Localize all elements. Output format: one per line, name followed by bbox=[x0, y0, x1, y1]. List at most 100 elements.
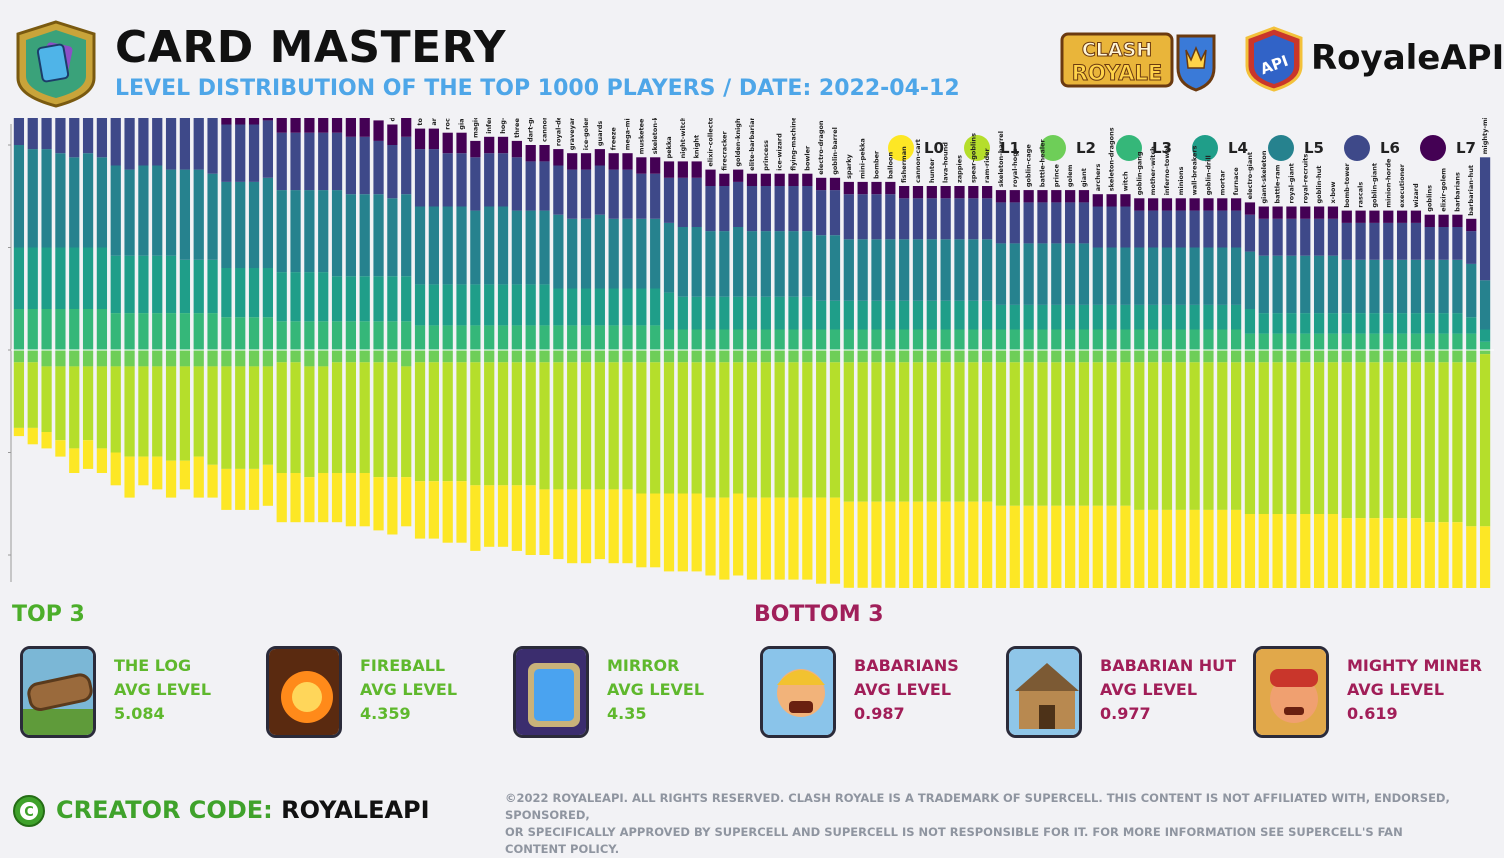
bar-segment-l6 bbox=[1037, 202, 1048, 244]
bar-segment-l6 bbox=[1355, 222, 1366, 260]
bar-segment-l5 bbox=[110, 165, 121, 256]
bar-segment-l2 bbox=[899, 350, 910, 363]
bar-segment-l6 bbox=[359, 136, 370, 195]
bar-segment-l7 bbox=[1009, 190, 1020, 203]
card-label: AVG LEVEL bbox=[114, 680, 212, 699]
bar-segment-l4 bbox=[1023, 304, 1034, 330]
creator-code: CREATOR CODE: ROYALEAPI bbox=[56, 796, 430, 824]
bar-fisherman bbox=[899, 186, 910, 588]
bar-segment-l2 bbox=[525, 350, 536, 363]
bar-segment-l6 bbox=[152, 118, 163, 166]
bar-segment-l2 bbox=[1189, 350, 1200, 363]
bar-segment-l2 bbox=[760, 350, 771, 363]
bar-segment-l0 bbox=[1479, 526, 1491, 588]
bar-segment-l4 bbox=[1134, 304, 1145, 330]
bar-segment-l5 bbox=[484, 206, 495, 285]
bar-royal-delivery bbox=[553, 149, 564, 560]
bar-segment-l7 bbox=[373, 120, 384, 141]
bar-segment-l3 bbox=[926, 329, 937, 350]
bar-wall-breakers bbox=[1189, 198, 1200, 588]
bar-segment-l5 bbox=[733, 227, 744, 297]
barbarians-card-icon bbox=[760, 646, 836, 738]
bar-segment-l1 bbox=[1120, 362, 1131, 506]
bar-segment-l0 bbox=[470, 485, 481, 551]
bar-segment-l3 bbox=[940, 329, 951, 350]
bar-segment-l5 bbox=[940, 239, 951, 301]
bar-segment-l0 bbox=[1217, 509, 1228, 588]
bar-segment-l2 bbox=[1037, 350, 1048, 363]
bar-segment-l5 bbox=[1410, 259, 1422, 314]
bar-segment-l4 bbox=[1244, 309, 1256, 334]
bar-segment-l1 bbox=[788, 362, 799, 498]
bar-night-witch bbox=[677, 161, 688, 572]
bar-segment-l6 bbox=[816, 190, 827, 236]
card-name: THE LOG bbox=[114, 656, 192, 675]
bar-segment-l2 bbox=[802, 350, 813, 363]
bar-segment-l3 bbox=[594, 325, 605, 350]
bar-segment-l7 bbox=[1175, 198, 1186, 211]
bar-tornado bbox=[193, 118, 204, 498]
bar-segment-l2 bbox=[1383, 350, 1394, 363]
category-label: goblin-giant bbox=[1370, 163, 1378, 208]
bar-segment-l5 bbox=[1203, 247, 1214, 305]
bar-segment-l4 bbox=[1410, 313, 1422, 334]
bar-segment-l4 bbox=[1341, 313, 1352, 334]
bar-segment-l0 bbox=[760, 497, 771, 580]
category-label: prince bbox=[1052, 164, 1060, 188]
bar-segment-l2 bbox=[580, 350, 592, 363]
bar-firecracker bbox=[719, 173, 730, 580]
bar-segment-l5 bbox=[954, 239, 965, 301]
legend-label: L1 bbox=[1000, 139, 1020, 157]
log-card-icon bbox=[20, 646, 96, 738]
bar-segment-l4 bbox=[912, 300, 924, 330]
bar-segment-l3 bbox=[802, 329, 813, 350]
bar-rocket bbox=[442, 132, 453, 543]
bar-segment-l7 bbox=[428, 128, 439, 150]
bar-segment-l6 bbox=[1065, 202, 1076, 244]
card-name: BABARIAN HUT bbox=[1100, 656, 1237, 675]
bar-segment-l6 bbox=[608, 169, 619, 219]
bar-segment-l0 bbox=[1438, 522, 1449, 588]
bar-segment-l4 bbox=[525, 284, 536, 326]
bar-heal-spirit bbox=[179, 118, 191, 490]
bar-segment-l3 bbox=[788, 329, 799, 350]
bar-hog-rider bbox=[497, 136, 509, 547]
bar-segment-l0 bbox=[1300, 514, 1311, 588]
bar-segment-l4 bbox=[179, 259, 191, 314]
bar-segment-l0 bbox=[1134, 509, 1145, 588]
bar-segment-l0 bbox=[995, 505, 1007, 588]
bar-segment-l7 bbox=[746, 173, 758, 186]
bar-segment-l7 bbox=[1230, 198, 1242, 211]
bar-segment-l7 bbox=[1396, 210, 1408, 223]
bar-segment-l4 bbox=[1189, 304, 1200, 330]
bar-segment-l7 bbox=[871, 181, 882, 195]
bar-segment-l5 bbox=[221, 181, 232, 268]
bar-princess bbox=[760, 173, 771, 580]
bar-segment-l4 bbox=[788, 296, 799, 330]
bar-segment-l6 bbox=[484, 153, 495, 207]
bar-segment-l7 bbox=[1300, 206, 1311, 219]
bar-cannon-cart bbox=[912, 186, 924, 588]
bar-segment-l6 bbox=[899, 198, 910, 240]
bar-segment-l0 bbox=[829, 497, 841, 584]
card-name: FIREBALL bbox=[360, 656, 446, 675]
bar-guards bbox=[594, 149, 605, 560]
bar-segment-l3 bbox=[1466, 333, 1477, 350]
bar-segment-l7 bbox=[1134, 198, 1145, 211]
bar-electro-giant bbox=[1244, 202, 1256, 588]
bar-segment-l1 bbox=[1383, 362, 1394, 519]
card-value: 0.987 bbox=[854, 704, 905, 723]
bar-segment-l4 bbox=[940, 300, 951, 330]
bar-segment-l6 bbox=[968, 198, 979, 240]
legend-swatch bbox=[1192, 135, 1218, 161]
category-label: bowler bbox=[803, 145, 811, 171]
bar-segment-l1 bbox=[650, 362, 661, 494]
bar-executioner bbox=[1396, 210, 1408, 588]
bar-segment-l0 bbox=[96, 448, 108, 473]
bar-segment-l7 bbox=[1286, 206, 1297, 219]
bar-segment-l3 bbox=[442, 325, 453, 350]
bar-segment-l3 bbox=[760, 329, 771, 350]
bar-battle-healer bbox=[1037, 190, 1048, 588]
bar-segment-l7 bbox=[470, 140, 481, 158]
bar-segment-l4 bbox=[926, 300, 937, 330]
